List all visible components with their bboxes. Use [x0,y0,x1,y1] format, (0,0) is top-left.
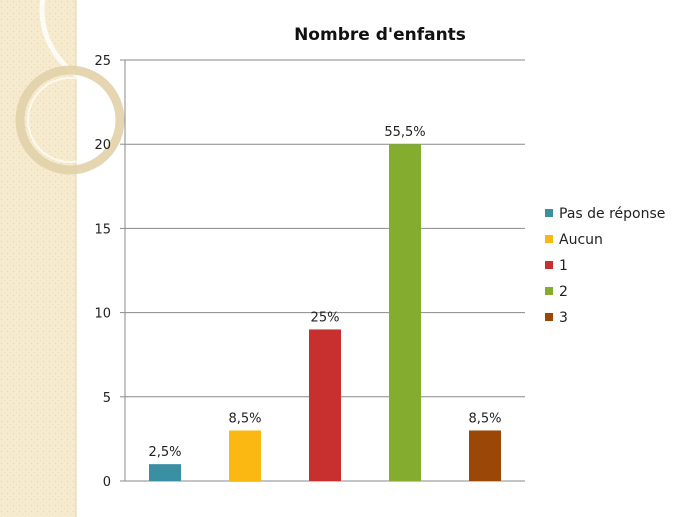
legend-item-3[interactable]: 2 [559,284,568,300]
data-label-1: 8,5% [228,411,261,426]
bars [149,144,501,481]
legend-swatch-0 [545,209,553,217]
bar-4[interactable] [469,430,501,481]
data-label-2: 25% [311,310,340,325]
deco-ring-medium [15,65,125,175]
bar-3[interactable] [389,144,421,481]
legend-item-2[interactable]: 1 [559,258,568,274]
y-tick-label: 25 [94,54,111,69]
bar-0[interactable] [149,464,181,481]
data-label-3: 55,5% [384,125,425,140]
y-tick-label: 15 [94,222,111,237]
data-label-0: 2,5% [148,445,181,460]
chart-title: Nombre d'enfants [294,25,466,45]
legend[interactable]: Pas de réponse Aucun 1 2 3 [545,206,665,326]
legend-item-1[interactable]: Aucun [559,232,603,248]
legend-item-4[interactable]: 3 [559,310,568,326]
legend-item-0[interactable]: Pas de réponse [559,206,665,222]
legend-swatch-4 [545,313,553,321]
legend-swatch-1 [545,235,553,243]
legend-swatch-2 [545,261,553,269]
bar-2[interactable] [309,329,341,481]
y-tick-label: 20 [94,138,111,153]
gridlines [125,59,525,398]
y-tick-label: 10 [94,307,111,322]
legend-swatch-3 [545,287,553,295]
y-axis-ticks: 0 5 10 15 20 25 [94,54,125,490]
y-tick-label: 0 [103,475,111,490]
data-labels: 2,5% 8,5% 25% 55,5% 8,5% [148,125,501,460]
data-label-4: 8,5% [468,411,501,426]
deco-ring-inner [27,77,113,163]
y-tick-label: 5 [103,391,111,406]
deco-ring-large [39,0,201,91]
bar-1[interactable] [229,430,261,481]
